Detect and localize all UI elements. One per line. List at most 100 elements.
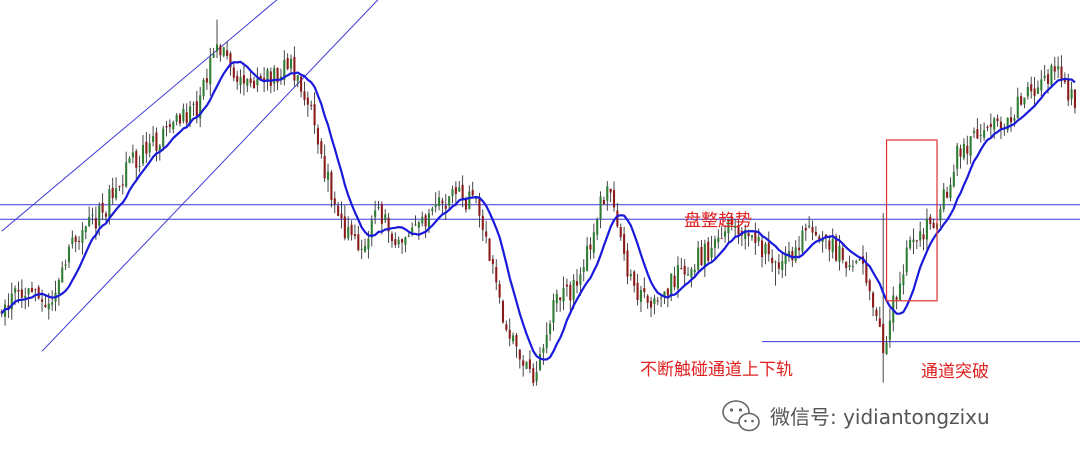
candle-275 xyxy=(925,208,928,251)
candle-body xyxy=(135,151,138,168)
candle-body xyxy=(84,226,87,233)
candle-41 xyxy=(138,155,141,173)
candle-body xyxy=(609,188,612,193)
candle-body xyxy=(401,239,404,243)
candle-240 xyxy=(808,216,811,229)
candle-body xyxy=(488,238,491,261)
candle-200 xyxy=(673,266,676,291)
candle-51 xyxy=(172,120,175,134)
candle-body xyxy=(162,128,165,147)
candle-body xyxy=(771,257,774,264)
candle-181 xyxy=(609,188,612,203)
candle-body xyxy=(730,220,733,225)
candle-body xyxy=(589,244,592,250)
candle-body xyxy=(189,106,192,125)
candle-136 xyxy=(458,180,461,193)
candle-body xyxy=(481,215,484,230)
candle-151 xyxy=(508,318,511,347)
candle-319 xyxy=(1073,88,1076,114)
candle-body xyxy=(757,236,760,242)
candle-body xyxy=(340,213,343,219)
candle-98 xyxy=(330,170,333,208)
candle-body xyxy=(1020,96,1023,105)
candle-body xyxy=(724,231,727,237)
candle-body xyxy=(774,261,777,263)
candle-body xyxy=(88,216,91,226)
candle-body xyxy=(1026,86,1029,97)
candle-83 xyxy=(279,68,282,85)
candle-132 xyxy=(444,194,447,221)
candle-271 xyxy=(912,228,915,255)
candle-body xyxy=(387,217,390,232)
candle-body xyxy=(1057,66,1060,70)
candle-258 xyxy=(868,278,871,301)
candle-body xyxy=(57,279,60,295)
candle-body xyxy=(306,97,309,105)
candle-229 xyxy=(771,249,774,273)
candle-body xyxy=(131,152,134,158)
candle-body xyxy=(205,78,208,83)
candle-body xyxy=(333,198,336,205)
candle-body xyxy=(582,267,585,272)
candle-body xyxy=(27,288,30,295)
candle-body xyxy=(670,273,673,297)
wechat-icon xyxy=(722,400,760,432)
candle-body xyxy=(41,299,44,302)
candle-38 xyxy=(128,156,131,164)
candle-131 xyxy=(441,197,444,216)
candle-168 xyxy=(565,278,568,297)
candle-body xyxy=(976,129,979,139)
candle-body xyxy=(562,287,565,302)
candle-body xyxy=(1009,117,1013,123)
candle-182 xyxy=(612,181,616,212)
candle-body xyxy=(407,235,410,237)
candle-body xyxy=(286,57,289,70)
candle-body xyxy=(485,231,488,237)
candle-body xyxy=(865,263,868,283)
candle-body xyxy=(1006,117,1009,131)
candle-body xyxy=(353,234,356,237)
candle-242 xyxy=(814,226,817,237)
candle-body xyxy=(905,247,908,273)
candle-body xyxy=(983,130,986,138)
candle-165 xyxy=(555,289,558,313)
candle-75 xyxy=(252,76,256,89)
candle-body xyxy=(71,237,74,245)
candle-71 xyxy=(239,69,242,94)
candle-body xyxy=(478,197,481,216)
candle-21 xyxy=(71,230,74,249)
candle-64 xyxy=(215,19,219,59)
candle-body xyxy=(91,214,94,216)
candle-158 xyxy=(532,363,535,387)
candle-161 xyxy=(542,343,545,365)
candle-86 xyxy=(289,54,293,75)
candle-37 xyxy=(125,151,128,188)
candle-184 xyxy=(619,223,622,241)
candle-body xyxy=(848,265,851,267)
candle-body xyxy=(276,67,279,83)
candle-281 xyxy=(946,186,949,199)
candle-body xyxy=(505,324,508,330)
candle-179 xyxy=(602,196,605,206)
candle-body xyxy=(1073,89,1076,109)
candle-3 xyxy=(10,282,13,320)
candle-body xyxy=(639,290,642,302)
candle-body xyxy=(121,184,124,186)
candle-body xyxy=(313,104,316,126)
candle-292 xyxy=(983,122,986,141)
candle-273 xyxy=(919,221,922,247)
candle-body xyxy=(337,205,340,216)
candle-body xyxy=(656,300,659,302)
candle-body xyxy=(979,134,982,136)
candle-22 xyxy=(74,234,77,253)
candle-73 xyxy=(246,78,249,93)
candle-167 xyxy=(562,276,565,311)
candle-body xyxy=(794,247,797,261)
candle-193 xyxy=(649,296,653,318)
candle-264 xyxy=(888,308,891,348)
candle-203 xyxy=(683,259,686,286)
candle-155 xyxy=(522,355,525,377)
candle-228 xyxy=(767,231,770,262)
candle-218 xyxy=(734,218,737,237)
